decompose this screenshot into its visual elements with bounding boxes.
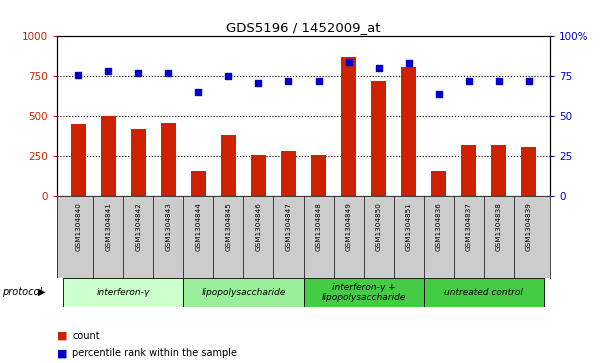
Text: untreated control: untreated control — [444, 288, 523, 297]
Text: interferon-γ: interferon-γ — [97, 288, 150, 297]
Point — [284, 78, 293, 84]
Bar — [401, 67, 416, 196]
Point — [254, 80, 263, 86]
Text: interferon-γ +
lipopolysaccharide: interferon-γ + lipopolysaccharide — [322, 282, 406, 302]
Text: GSM1304842: GSM1304842 — [135, 203, 141, 252]
Text: lipopolysaccharide: lipopolysaccharide — [201, 288, 285, 297]
Point — [224, 73, 233, 79]
Text: GSM1304839: GSM1304839 — [526, 203, 532, 252]
Text: protocol: protocol — [2, 287, 42, 297]
Point — [494, 78, 504, 84]
Text: GSM1304843: GSM1304843 — [165, 203, 171, 252]
Text: GSM1304850: GSM1304850 — [376, 203, 382, 252]
Point — [524, 78, 534, 84]
Text: GSM1304844: GSM1304844 — [195, 203, 201, 252]
Text: GSM1304845: GSM1304845 — [225, 203, 231, 252]
Bar — [492, 145, 506, 196]
Text: ■: ■ — [57, 331, 67, 341]
Bar — [131, 129, 146, 196]
Text: percentile rank within the sample: percentile rank within the sample — [72, 348, 237, 358]
Text: ■: ■ — [57, 348, 67, 358]
Text: count: count — [72, 331, 100, 341]
Bar — [63, 278, 183, 307]
Bar — [311, 155, 326, 196]
Bar — [522, 147, 537, 196]
Text: GSM1304849: GSM1304849 — [346, 203, 352, 252]
Point — [344, 59, 353, 65]
Bar — [304, 278, 424, 307]
Text: GSM1304837: GSM1304837 — [466, 203, 472, 252]
Point — [133, 70, 143, 76]
Text: GSM1304838: GSM1304838 — [496, 203, 502, 252]
Text: GSM1304847: GSM1304847 — [285, 203, 291, 252]
Bar — [183, 278, 304, 307]
Title: GDS5196 / 1452009_at: GDS5196 / 1452009_at — [226, 21, 381, 34]
Bar — [100, 116, 115, 196]
Text: GSM1304840: GSM1304840 — [75, 203, 81, 252]
Bar — [371, 81, 386, 196]
Bar — [71, 124, 85, 196]
Bar — [281, 151, 296, 196]
Point — [163, 70, 173, 76]
Text: GSM1304848: GSM1304848 — [316, 203, 322, 252]
Bar — [432, 171, 446, 196]
Bar — [161, 123, 176, 196]
Point — [194, 89, 203, 95]
Text: GSM1304846: GSM1304846 — [255, 203, 261, 252]
Bar — [221, 135, 236, 196]
Point — [404, 61, 413, 66]
Point — [103, 69, 113, 74]
Bar — [462, 145, 477, 196]
Point — [434, 91, 444, 97]
Bar — [424, 278, 544, 307]
Point — [374, 65, 383, 71]
Point — [73, 72, 83, 78]
Text: GSM1304836: GSM1304836 — [436, 203, 442, 252]
Point — [314, 78, 323, 84]
Bar — [251, 155, 266, 196]
Text: GSM1304841: GSM1304841 — [105, 203, 111, 252]
Point — [464, 78, 474, 84]
Bar — [191, 171, 206, 196]
Text: GSM1304851: GSM1304851 — [406, 203, 412, 252]
Bar — [341, 57, 356, 196]
Text: ▶: ▶ — [38, 287, 46, 297]
